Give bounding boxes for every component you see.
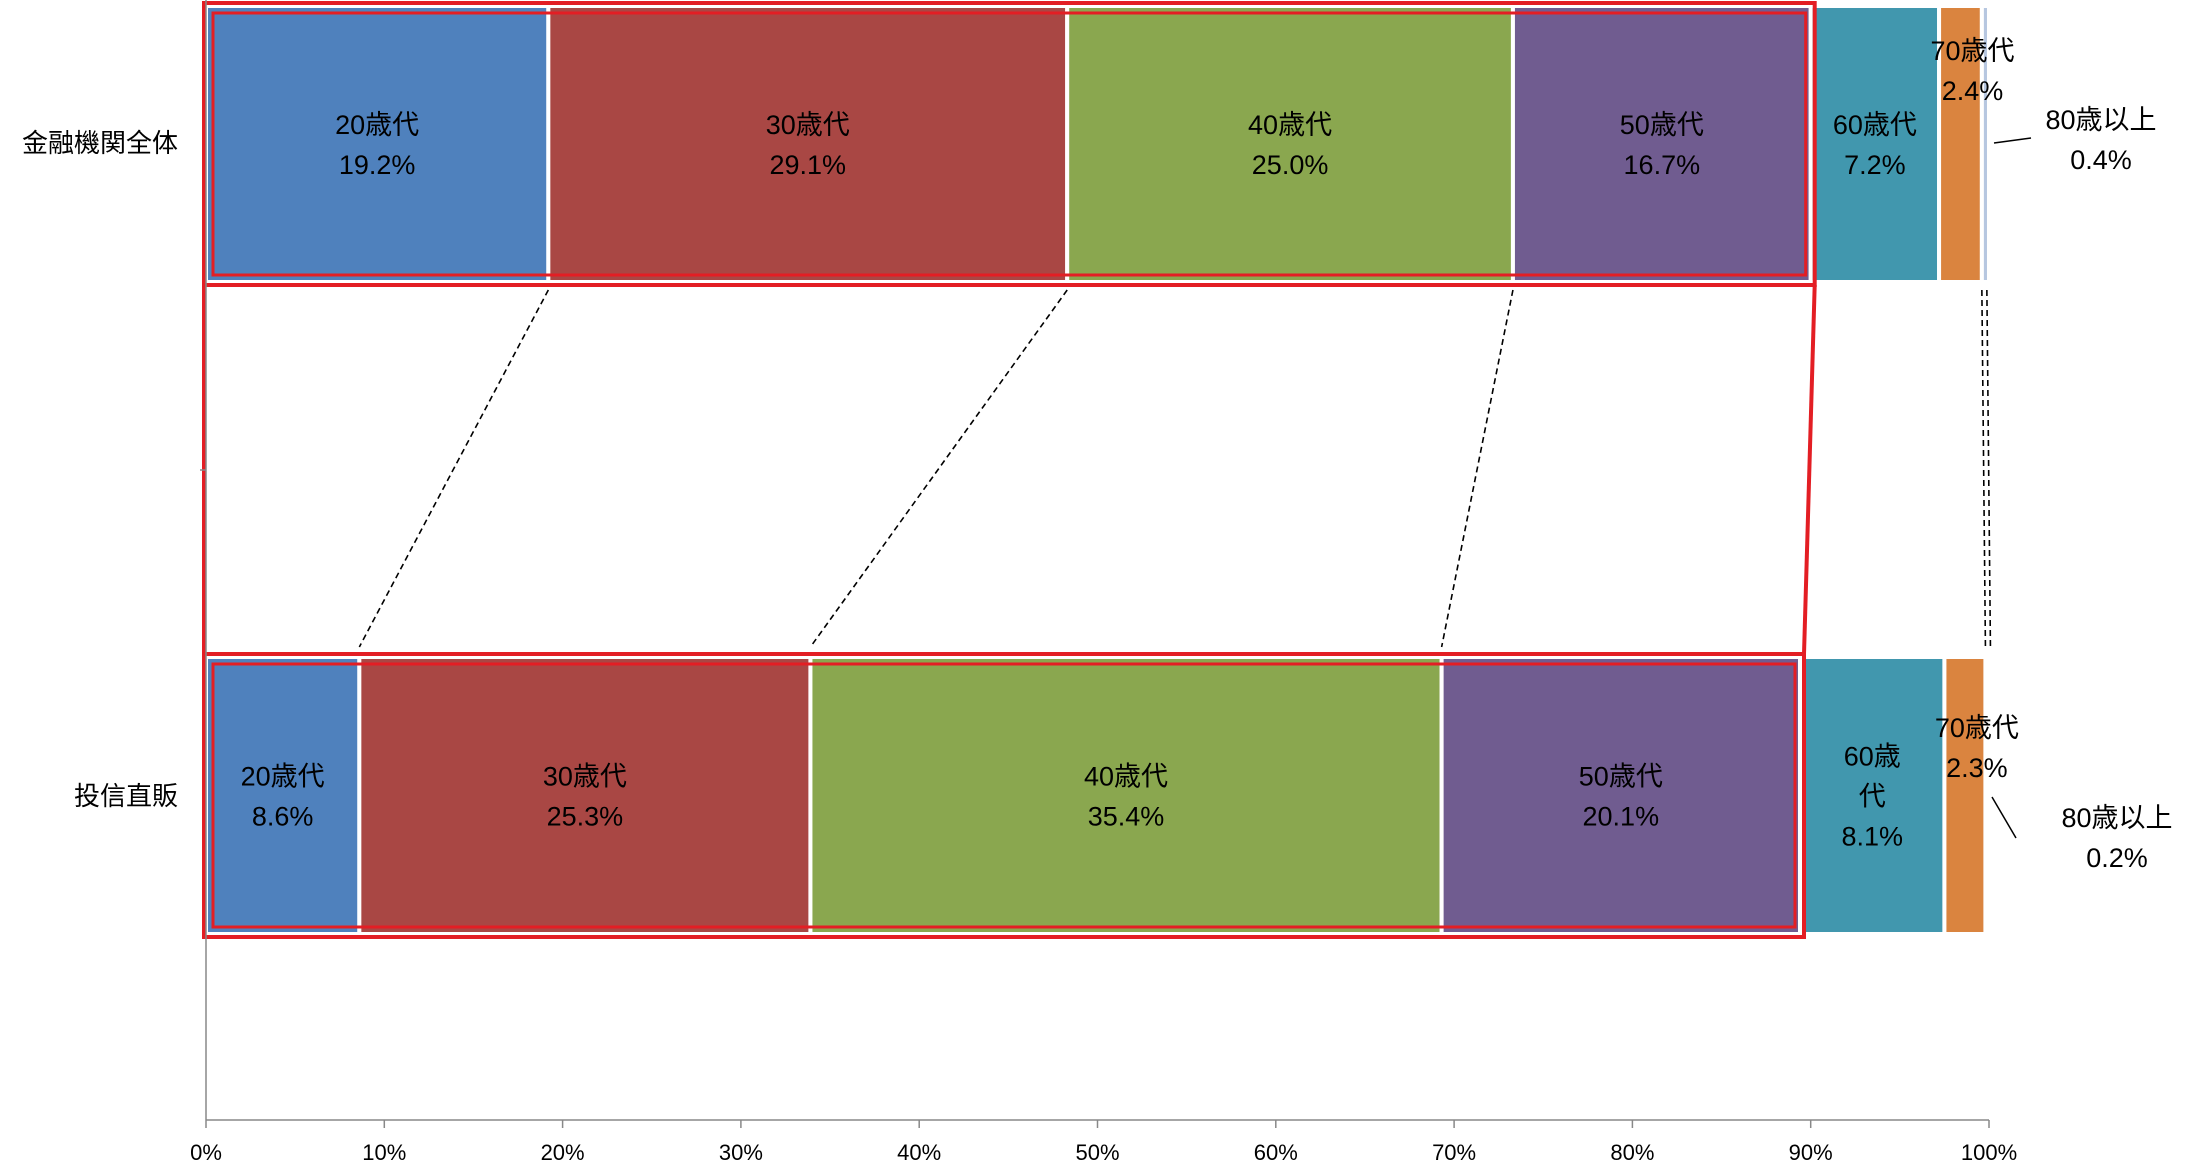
bar-segment-1-2 [808, 655, 1444, 936]
x-tick-label: 10% [362, 1140, 406, 1165]
highlight-connector-right [1802, 284, 1817, 655]
connector-line-3 [1440, 289, 1514, 648]
data-label-1-3-1: 20.1% [1583, 802, 1660, 832]
leader-line [1993, 137, 2032, 144]
data-label-1-2-0: 40歳代 [1084, 762, 1168, 792]
data-label-0-3-0: 50歳代 [1620, 110, 1704, 140]
data-label-1-3-0: 50歳代 [1579, 762, 1663, 792]
bar-segment-0-3 [1510, 4, 1813, 284]
data-label-1-0-1: 8.6% [252, 802, 314, 832]
bar-segment-1-3 [1439, 655, 1803, 936]
data-label-1-6-0: 80歳以上 [2061, 803, 2172, 833]
bar-segment-0-5 [1937, 4, 1984, 284]
bar-segment-1-5 [1942, 655, 1988, 936]
data-label-1-4-0: 60歳 [1844, 742, 1901, 772]
axes: 0% 10% 20% 30% 40% 50% 60% 70% 80% 90% 100% 金融機関全体投… [22, 0, 2017, 1165]
data-label-1-2-1: 35.4% [1088, 802, 1165, 832]
x-tick-label: 30% [719, 1140, 763, 1165]
data-label-0-6-1: 0.4% [2070, 145, 2132, 175]
bar-segment-0-2 [1065, 4, 1515, 284]
data-label-0-3-1: 16.7% [1624, 150, 1701, 180]
data-label-1-0-0: 20歳代 [241, 762, 325, 792]
category-label: 投信直販 [74, 781, 178, 811]
data-label-1-5-1: 2.3% [1946, 753, 2008, 783]
data-label-1-4-1: 代 [1859, 782, 1886, 812]
highlight-frame-inner-1 [211, 662, 1797, 929]
connector-line-6 [1981, 289, 1987, 648]
data-label-0-2-1: 25.0% [1252, 150, 1329, 180]
bar-segment-1-1 [357, 655, 813, 936]
x-tick-label: 40% [897, 1140, 941, 1165]
data-label-0-1-1: 29.1% [769, 150, 846, 180]
x-tick-label: 100% [1961, 1140, 2017, 1165]
data-label-0-0-1: 19.2% [339, 150, 416, 180]
bar-segment-0-1 [546, 4, 1070, 284]
connector-lines [358, 289, 1992, 648]
data-label-0-4-1: 7.2% [1844, 150, 1906, 180]
data-label-0-4-0: 60歳代 [1833, 110, 1917, 140]
data-label-1-5-0: 70歳代 [1935, 713, 2019, 743]
bar-segment-0-0 [204, 4, 551, 284]
x-tick-label: 80% [1610, 1140, 1654, 1165]
x-tick-label: 0% [190, 1140, 222, 1165]
connector-line-6b [1986, 289, 1992, 648]
x-tick-label: 60% [1254, 1140, 1298, 1165]
x-tick-label: 70% [1432, 1140, 1476, 1165]
data-label-1-4-2: 8.1% [1841, 822, 1903, 852]
data-label-0-1-0: 30歳代 [766, 110, 850, 140]
data-label-0-5-0: 70歳代 [1930, 36, 2014, 66]
bar-segment-1-6 [1983, 655, 1991, 936]
bar-segment-0-6 [1979, 4, 1992, 284]
connector-line-1 [358, 289, 550, 648]
connector-line-2 [809, 289, 1068, 648]
data-labels: 20歳代19.2%30歳代29.1%40歳代25.0%50歳代16.7%60歳代… [241, 36, 2173, 873]
bar-segment-0-4 [1808, 4, 1942, 284]
x-tick-label: 90% [1789, 1140, 1833, 1165]
bar-segment-1-0 [204, 655, 362, 936]
x-tick-label: 20% [541, 1140, 585, 1165]
leader-line [1991, 796, 2017, 839]
x-tick-label: 50% [1075, 1140, 1119, 1165]
bar-segment-1-4 [1798, 655, 1947, 936]
data-label-1-1-1: 25.3% [547, 802, 624, 832]
data-label-0-5-1: 2.4% [1942, 76, 2004, 106]
category-label: 金融機関全体 [22, 128, 178, 158]
highlight-frame-outer-0 [202, 1, 1817, 287]
data-label-0-2-0: 40歳代 [1248, 110, 1332, 140]
data-label-0-6-0: 80歳以上 [2045, 105, 2156, 135]
highlight-frame-outer-1 [202, 652, 1807, 939]
data-label-1-1-0: 30歳代 [543, 762, 627, 792]
bar-segments [204, 4, 1992, 936]
highlight-frame-inner-0 [211, 11, 1808, 277]
data-label-0-0-0: 20歳代 [335, 110, 419, 140]
highlight-frames [202, 1, 1817, 939]
data-label-1-6-1: 0.2% [2086, 843, 2148, 873]
